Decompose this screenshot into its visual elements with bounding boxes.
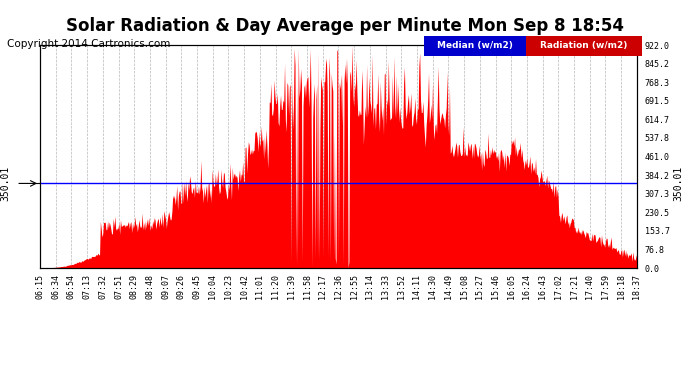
Text: 350.01: 350.01 [673,166,684,201]
Text: Solar Radiation & Day Average per Minute Mon Sep 8 18:54: Solar Radiation & Day Average per Minute… [66,17,624,35]
Text: Copyright 2014 Cartronics.com: Copyright 2014 Cartronics.com [7,39,170,50]
Text: 350.01: 350.01 [1,166,10,201]
Text: Radiation (w/m2): Radiation (w/m2) [540,42,627,51]
Text: Median (w/m2): Median (w/m2) [437,42,513,51]
